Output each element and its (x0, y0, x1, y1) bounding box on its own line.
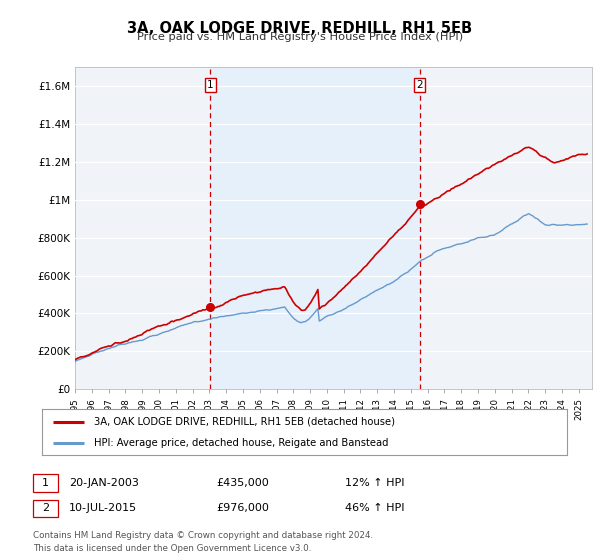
Text: HPI: Average price, detached house, Reigate and Banstead: HPI: Average price, detached house, Reig… (95, 438, 389, 448)
Text: 20-JAN-2003: 20-JAN-2003 (69, 478, 139, 488)
Text: 3A, OAK LODGE DRIVE, REDHILL, RH1 5EB (detached house): 3A, OAK LODGE DRIVE, REDHILL, RH1 5EB (d… (95, 417, 395, 427)
Text: 46% ↑ HPI: 46% ↑ HPI (345, 503, 404, 514)
Text: Price paid vs. HM Land Registry's House Price Index (HPI): Price paid vs. HM Land Registry's House … (137, 32, 463, 42)
Text: 2: 2 (416, 80, 423, 90)
Text: 2: 2 (42, 503, 49, 514)
Text: Contains HM Land Registry data © Crown copyright and database right 2024.: Contains HM Land Registry data © Crown c… (33, 531, 373, 540)
Text: 12% ↑ HPI: 12% ↑ HPI (345, 478, 404, 488)
Text: 3A, OAK LODGE DRIVE, REDHILL, RH1 5EB: 3A, OAK LODGE DRIVE, REDHILL, RH1 5EB (127, 21, 473, 36)
Bar (210, 67, 419, 389)
Text: This data is licensed under the Open Government Licence v3.0.: This data is licensed under the Open Gov… (33, 544, 311, 553)
Text: 1: 1 (207, 80, 214, 90)
Text: £435,000: £435,000 (216, 478, 269, 488)
Text: 1: 1 (42, 478, 49, 488)
Text: 10-JUL-2015: 10-JUL-2015 (69, 503, 137, 514)
Text: £976,000: £976,000 (216, 503, 269, 514)
